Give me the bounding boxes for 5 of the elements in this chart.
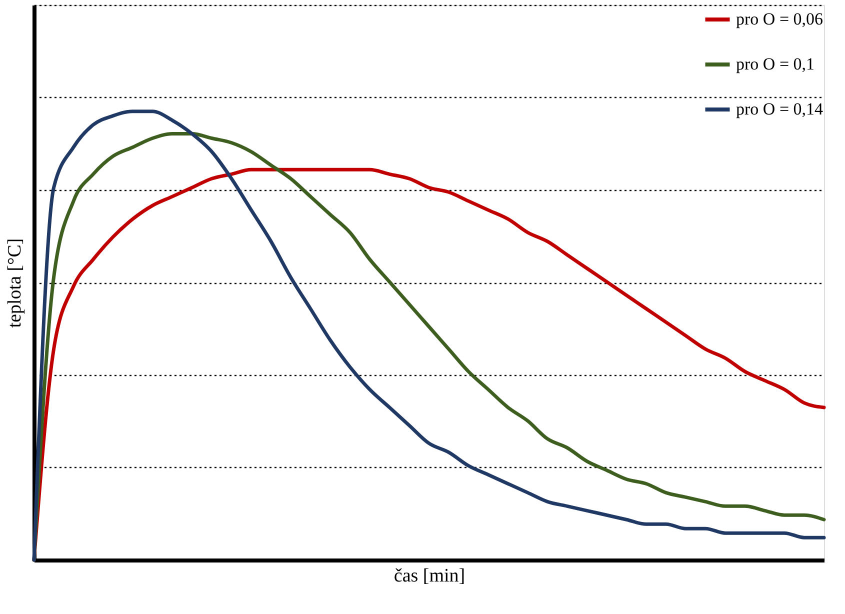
legend-label: pro O = 0,1 — [736, 54, 815, 74]
x-axis-title: čas [min] — [394, 566, 466, 586]
legend-label: pro O = 0,14 — [736, 100, 824, 118]
y-axis-title: teplota [°C] — [4, 238, 26, 328]
legend-label: pro O = 0,06 — [736, 10, 824, 28]
